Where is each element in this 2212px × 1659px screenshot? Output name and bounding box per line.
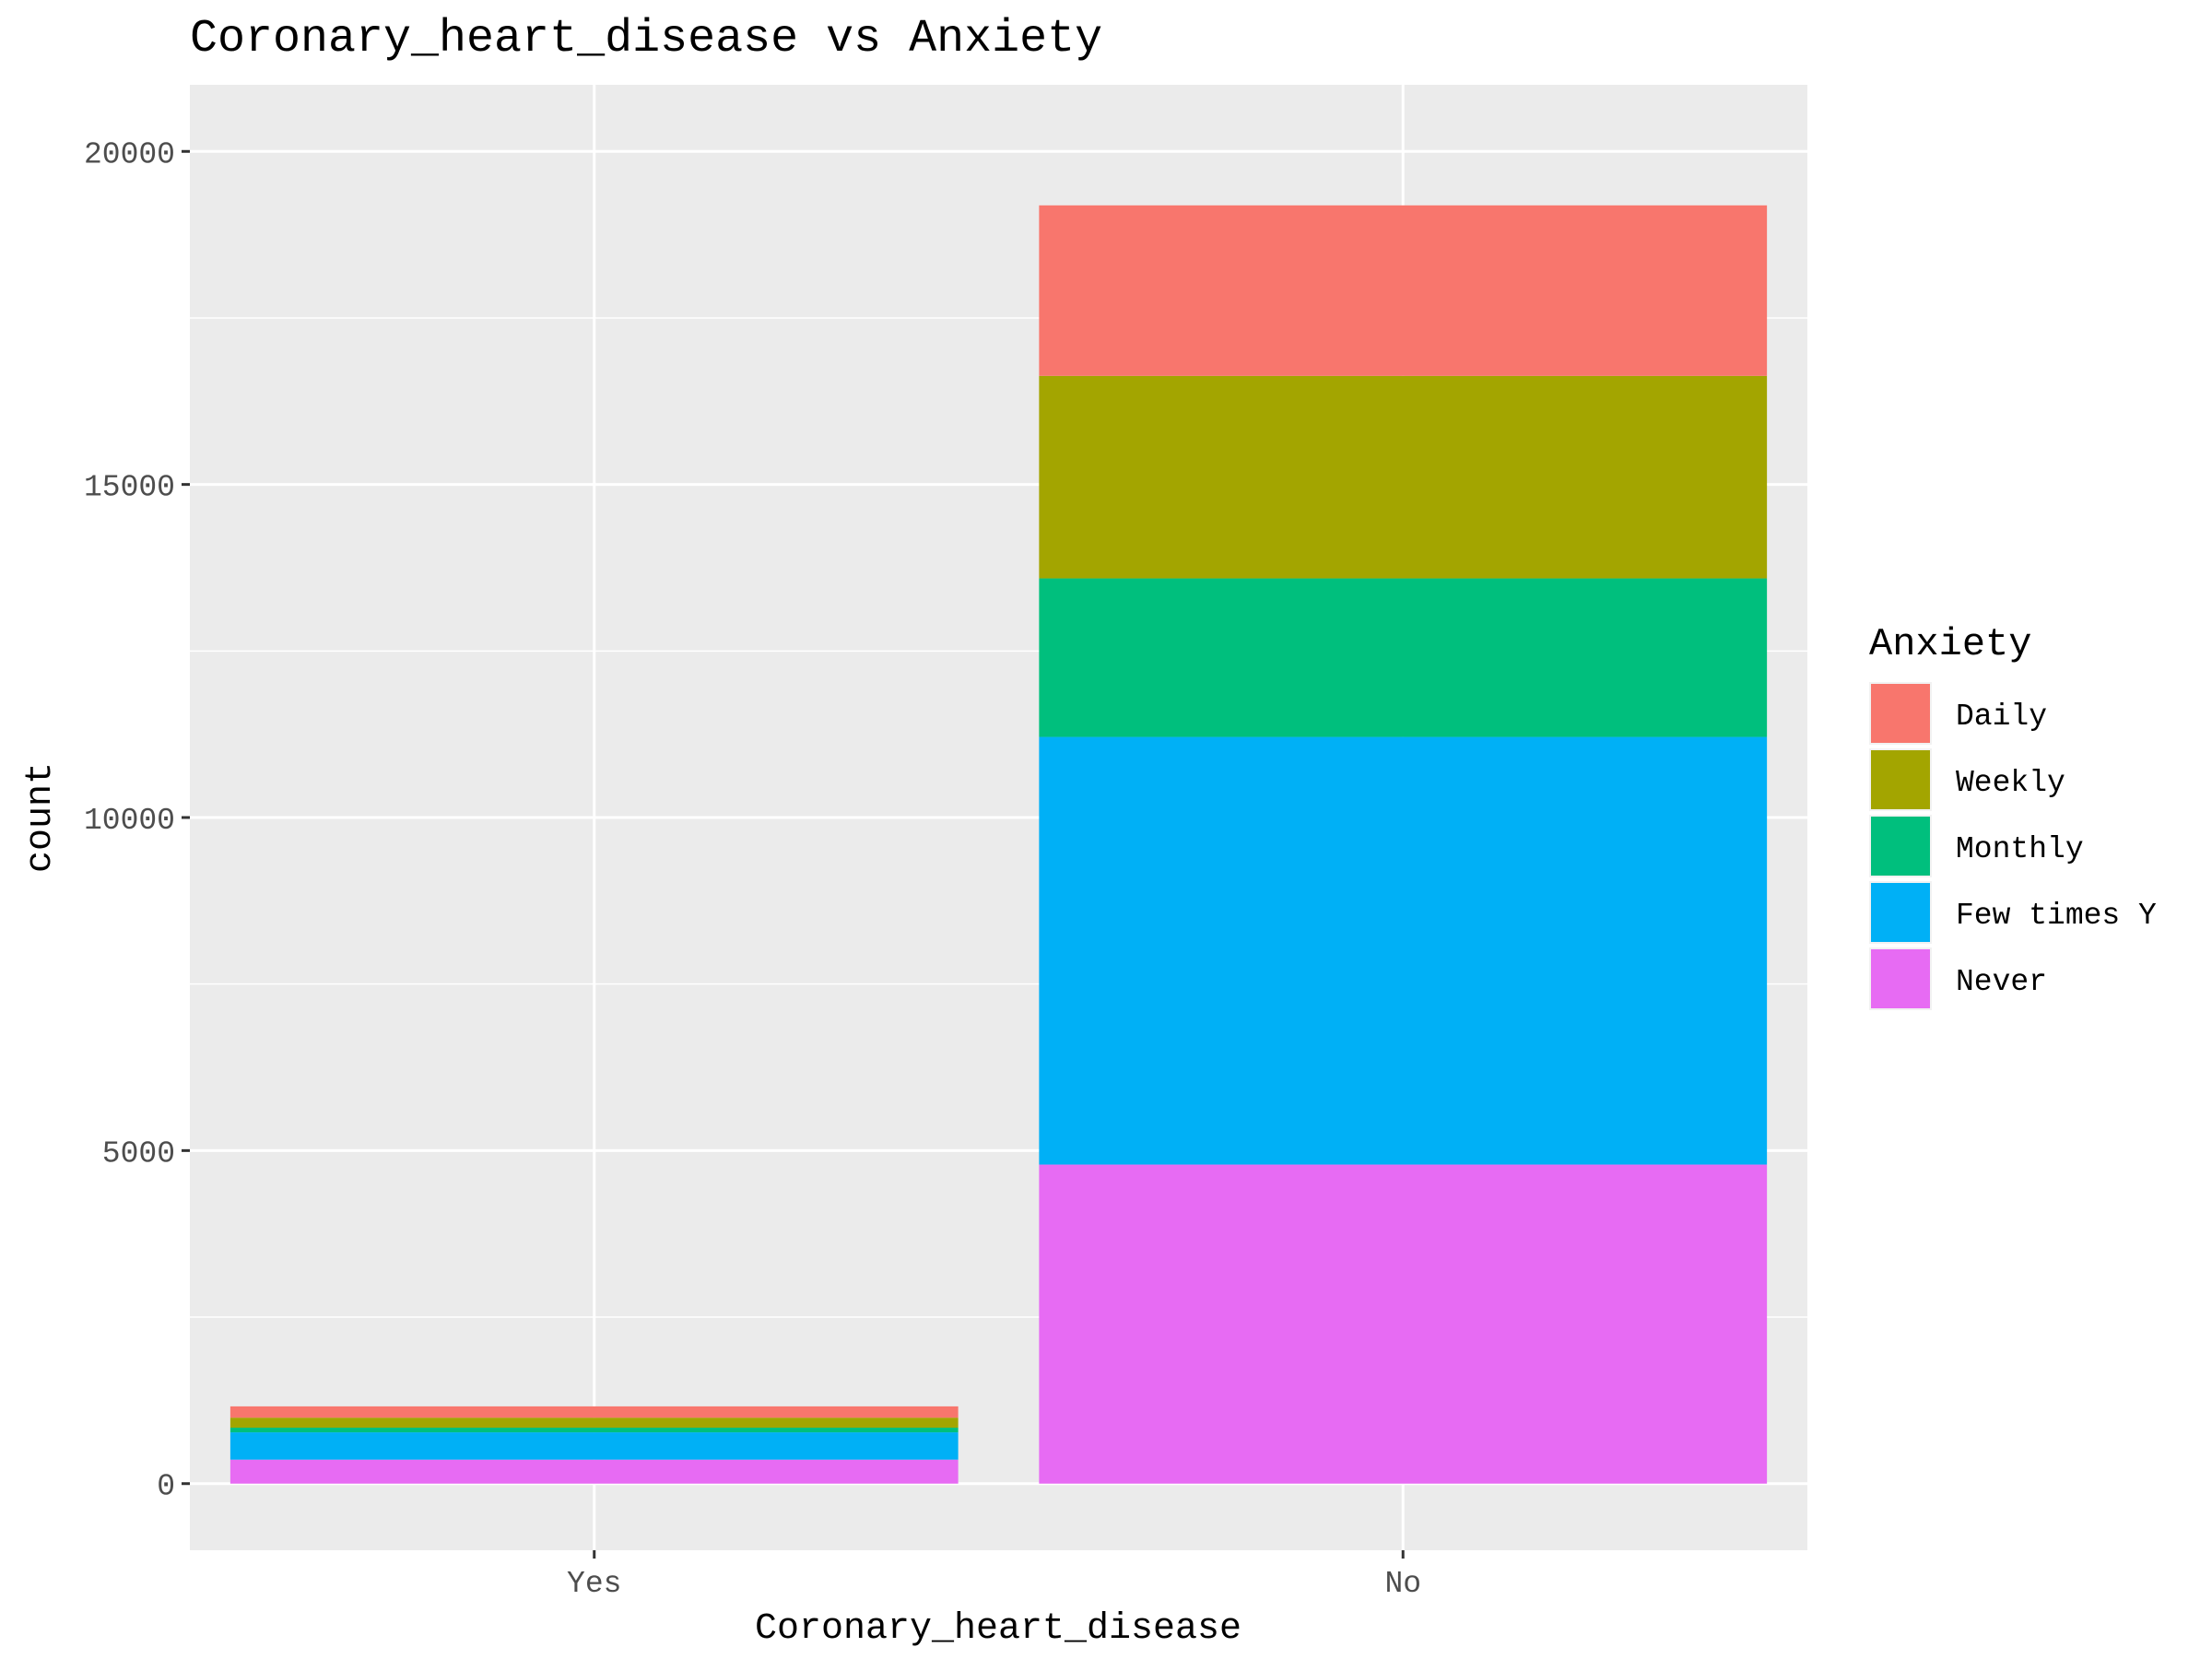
legend: Anxiety Daily Weekly Monthly Few times Y Nev… [1869, 622, 2157, 1010]
bar-segment-yes-weekly [229, 1418, 959, 1429]
x-axis: Yes No [567, 1550, 1421, 1601]
bar-segment-yes-daily [229, 1406, 959, 1418]
legend-title: Anxiety [1869, 622, 2031, 666]
y-tick-label: 20000 [84, 137, 175, 171]
legend-label: Never [1956, 965, 2047, 999]
y-axis-label: count [20, 762, 62, 873]
legend-swatch [1871, 817, 1930, 876]
bar-segment-yes-monthly [229, 1428, 959, 1433]
bar-segment-no-daily [1039, 205, 1768, 376]
legend-label: Monthly [1956, 832, 2084, 866]
y-tick-label: 5000 [102, 1136, 175, 1171]
x-axis-label: Coronary_heart_disease [755, 1608, 1241, 1650]
x-tick-label: Yes [567, 1567, 621, 1601]
bar-segment-no-monthly [1039, 578, 1768, 737]
bars [229, 205, 1768, 1484]
y-tick-label: 0 [157, 1470, 175, 1504]
y-tick-label: 10000 [84, 804, 175, 838]
legend-swatch [1871, 883, 1930, 942]
x-tick-label: No [1384, 1567, 1421, 1601]
legend-label: Daily [1956, 700, 2047, 734]
y-axis: 0 5000 10000 15000 20000 [84, 137, 190, 1504]
legend-label: Weekly [1956, 766, 2065, 800]
bar-segment-yes-few-times-y [229, 1432, 959, 1460]
y-tick-label: 15000 [84, 471, 175, 505]
bar-segment-no-never [1039, 1164, 1768, 1484]
chart-title: Coronary_heart_disease vs Anxiety [190, 13, 1102, 65]
bar-segment-no-weekly [1039, 375, 1768, 579]
bar-segment-yes-never [229, 1459, 959, 1484]
legend-swatch [1871, 750, 1930, 809]
bar-segment-no-few-times-y [1039, 736, 1768, 1165]
legend-label: Few times Y [1956, 899, 2157, 933]
legend-swatch [1871, 684, 1930, 743]
legend-swatch [1871, 949, 1930, 1008]
